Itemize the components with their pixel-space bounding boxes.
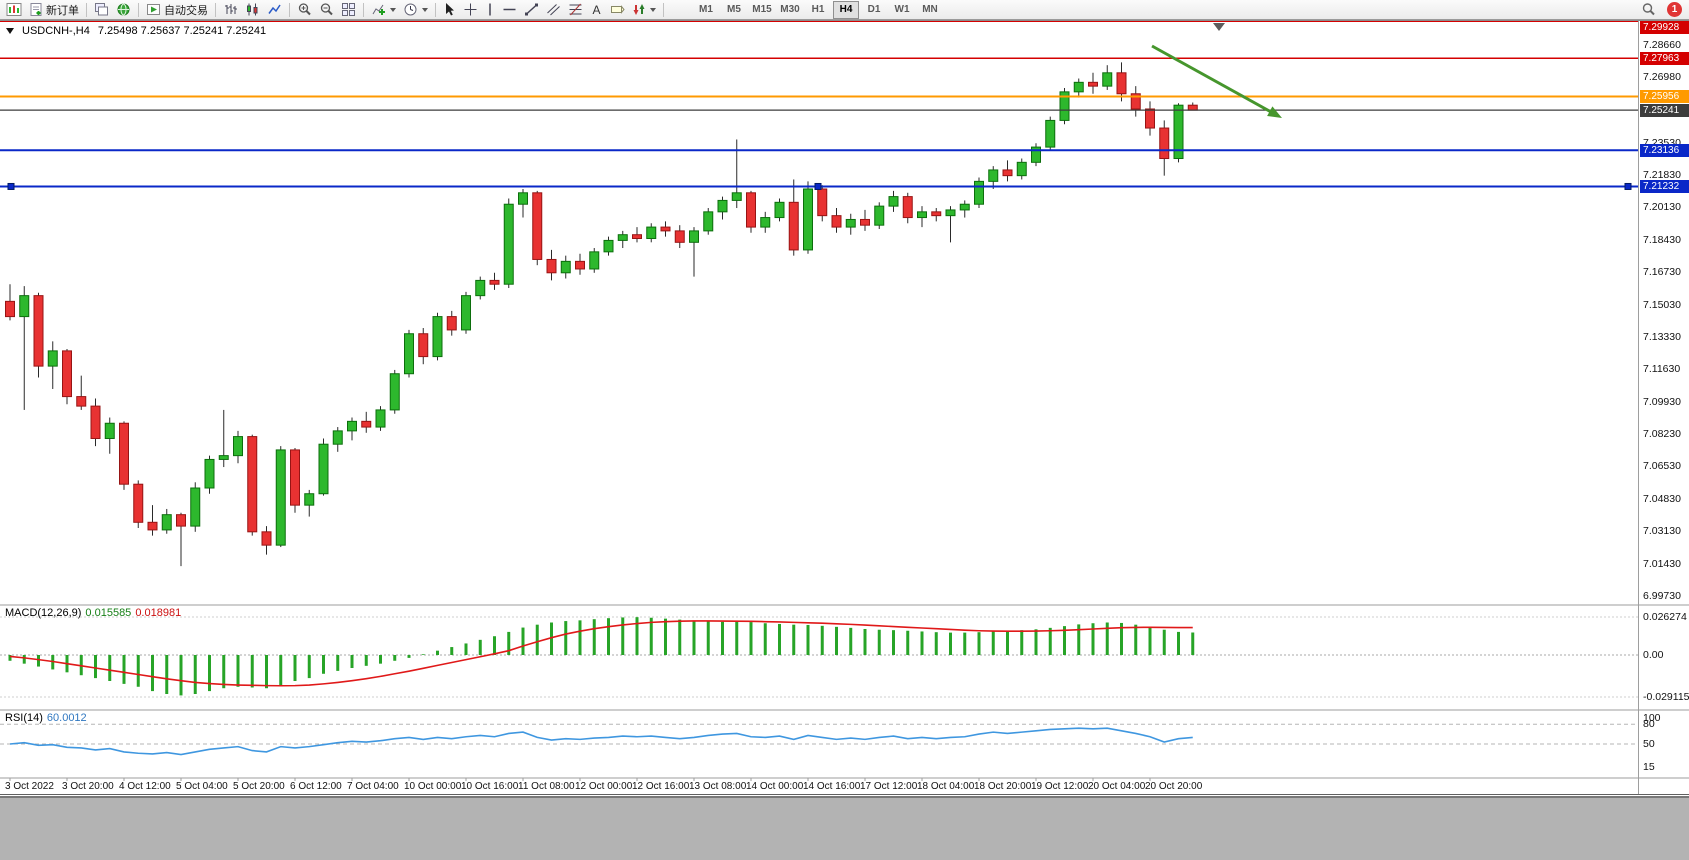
bar-chart-mode-button[interactable] <box>220 1 241 19</box>
macd-name: MACD(12,26,9) <box>5 607 82 619</box>
grid-layer <box>0 616 1638 745</box>
fibonacci-tool-button[interactable] <box>565 1 586 19</box>
indicators-icon <box>371 2 386 17</box>
trend-arrow-annotation[interactable] <box>1151 44 1282 118</box>
fibonacci-icon <box>568 2 583 17</box>
notification-badge[interactable]: 1 <box>1667 2 1682 17</box>
chart-shift-marker-icon[interactable] <box>1213 23 1225 31</box>
autotrading-icon <box>146 2 161 17</box>
chevron-down-icon <box>650 7 656 12</box>
timeframe-m1-button[interactable]: M1 <box>699 3 713 15</box>
candles-layer <box>5 62 1198 567</box>
toolbar-separator <box>86 2 87 17</box>
line-chart-mode-button[interactable] <box>264 1 285 19</box>
channel-icon <box>546 2 561 17</box>
timeframe-w1-button[interactable]: W1 <box>894 3 910 15</box>
chart-header: USDCNH-,H4 7.25498 7.25637 7.25241 7.252… <box>6 25 266 37</box>
tile-windows-button[interactable] <box>338 1 359 19</box>
macd-pane-label: MACD(12,26,9) 0.015585 0.018981 <box>5 607 181 619</box>
layouts-icon <box>94 2 109 17</box>
zoom-in-icon <box>297 2 312 17</box>
vertical-line-icon <box>485 2 495 17</box>
label-tool-button[interactable] <box>607 1 628 19</box>
new-order-label: 新订单 <box>46 4 79 17</box>
zoom-out-icon <box>319 2 334 17</box>
autotrading-label: 自动交易 <box>164 4 208 17</box>
chart-window-button[interactable] <box>3 1 25 19</box>
channel-tool-button[interactable] <box>543 1 564 19</box>
chart-window-icon <box>6 2 22 17</box>
line-handle[interactable] <box>1624 182 1632 190</box>
rsi-value: 60.0012 <box>46 712 87 724</box>
vertical-line-tool-button[interactable] <box>482 1 498 19</box>
text-tool-icon: A <box>590 2 603 17</box>
autotrading-button[interactable]: 自动交易 <box>143 1 211 19</box>
timeframe-h4-button[interactable]: H4 <box>833 0 859 19</box>
toolbar-separator <box>663 2 664 17</box>
clock-icon <box>403 2 418 17</box>
text-tool-button[interactable]: A <box>587 1 606 19</box>
timeframe-toolbar: M1 M5 M15 M30 H1 H4 D1 W1 MN <box>692 0 944 19</box>
toolbar-separator <box>215 2 216 17</box>
tile-windows-icon <box>341 2 356 17</box>
toolbar-separator <box>289 2 290 17</box>
macd-main-value: 0.015585 <box>85 607 132 619</box>
symbol-period-label: USDCNH-,H4 <box>22 25 90 37</box>
macd-signal-value: 0.018981 <box>135 607 182 619</box>
toolbar-right-group: 1 <box>1638 1 1686 19</box>
zoom-in-button[interactable] <box>294 1 315 19</box>
price-lines-layer <box>0 21 1638 190</box>
timeframe-m30-button[interactable]: M30 <box>780 3 800 15</box>
line-chart-icon <box>267 2 282 17</box>
borders-layer <box>0 20 1689 795</box>
cursor-icon <box>443 2 456 17</box>
chart-menu-icon[interactable] <box>6 28 14 34</box>
candlestick-icon <box>245 2 260 17</box>
periods-button[interactable] <box>400 1 431 19</box>
indicators-button[interactable] <box>368 1 399 19</box>
line-handle[interactable] <box>7 182 15 190</box>
line-handle[interactable] <box>814 182 822 190</box>
rsi-name: RSI(14) <box>5 712 43 724</box>
chevron-down-icon <box>390 7 396 12</box>
toolbar-separator <box>363 2 364 17</box>
toolbar-separator <box>138 2 139 17</box>
timeframe-d1-button[interactable]: D1 <box>867 3 881 15</box>
rsi-layer <box>9 727 1193 756</box>
svg-text:A: A <box>593 3 601 17</box>
timeframe-mn-button[interactable]: MN <box>922 3 938 15</box>
rsi-pane-label: RSI(14) 60.0012 <box>5 712 87 724</box>
crosshair-tool-button[interactable] <box>460 1 481 19</box>
community-button[interactable] <box>113 1 134 19</box>
window-background <box>0 796 1689 860</box>
macd-layer <box>8 617 1195 696</box>
trendline-icon <box>524 2 539 17</box>
arrows-tool-button[interactable] <box>629 1 659 19</box>
horizontal-line-icon <box>502 2 517 17</box>
timeframe-h1-button[interactable]: H1 <box>811 3 825 15</box>
text-label-icon <box>610 2 625 17</box>
chart-layouts-button[interactable] <box>91 1 112 19</box>
new-order-button[interactable]: 新订单 <box>26 1 82 19</box>
toolbar: 新订单 自动交易 <box>0 0 1689 20</box>
candlestick-mode-button[interactable] <box>242 1 263 19</box>
zoom-out-button[interactable] <box>316 1 337 19</box>
crosshair-icon <box>463 2 478 17</box>
bar-chart-icon <box>223 2 238 17</box>
ohlc-values: 7.25498 7.25637 7.25241 7.25241 <box>97 25 267 37</box>
timeframe-m5-button[interactable]: M5 <box>727 3 741 15</box>
search-icon <box>1641 2 1656 17</box>
new-order-icon <box>29 2 43 17</box>
trendline-tool-button[interactable] <box>521 1 542 19</box>
search-button[interactable] <box>1638 1 1659 19</box>
cursor-tool-button[interactable] <box>440 1 459 19</box>
globe-icon <box>116 2 131 17</box>
horizontal-line-tool-button[interactable] <box>499 1 520 19</box>
toolbar-separator <box>435 2 436 17</box>
timeframe-m15-button[interactable]: M15 <box>752 3 772 15</box>
chevron-down-icon <box>422 7 428 12</box>
arrows-icon <box>632 2 646 17</box>
